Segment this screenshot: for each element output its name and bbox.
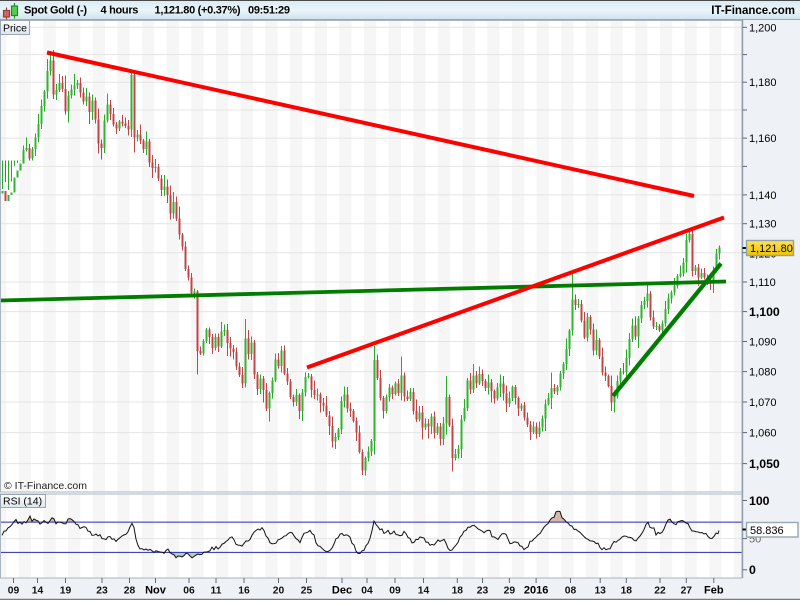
svg-text:19: 19	[60, 585, 72, 596]
svg-text:1,160: 1,160	[749, 133, 777, 145]
svg-text:09: 09	[389, 585, 401, 596]
svg-text:11: 11	[211, 585, 222, 596]
svg-text:20: 20	[273, 585, 285, 596]
svg-text:1,110: 1,110	[749, 277, 776, 289]
svg-text:IT-Finance.com: IT-Finance.com	[711, 5, 795, 17]
svg-text:0: 0	[749, 563, 756, 577]
svg-text:1,080: 1,080	[749, 367, 777, 379]
svg-text:Nov: Nov	[145, 585, 167, 597]
svg-text:1,100: 1,100	[749, 305, 780, 319]
svg-text:1,180: 1,180	[749, 77, 777, 89]
svg-text:22: 22	[654, 585, 666, 596]
svg-text:1,130: 1,130	[749, 219, 777, 231]
svg-text:1,060: 1,060	[749, 428, 777, 440]
svg-text:06: 06	[183, 585, 195, 596]
svg-text:14: 14	[418, 585, 430, 596]
svg-text:08: 08	[565, 585, 577, 596]
svg-text:23: 23	[477, 585, 489, 596]
svg-text:2016: 2016	[524, 585, 548, 597]
svg-text:Price: Price	[3, 23, 27, 35]
svg-text:23: 23	[96, 585, 108, 596]
svg-text:27: 27	[681, 585, 693, 596]
svg-text:Dec: Dec	[332, 585, 352, 597]
svg-text:09:51:29: 09:51:29	[248, 5, 290, 17]
svg-text:RSI (14): RSI (14)	[3, 496, 42, 508]
svg-text:16: 16	[238, 585, 250, 596]
svg-text:13: 13	[594, 585, 606, 596]
svg-text:29: 29	[504, 585, 516, 596]
svg-text:14: 14	[32, 585, 44, 596]
svg-text:4 hours: 4 hours	[101, 5, 139, 17]
svg-text:Feb: Feb	[704, 585, 724, 597]
svg-text:58.836: 58.836	[750, 525, 784, 537]
svg-text:1,050: 1,050	[749, 457, 780, 471]
svg-text:28: 28	[124, 585, 136, 596]
svg-text:1,070: 1,070	[749, 397, 777, 409]
svg-text:1,200: 1,200	[749, 22, 777, 34]
svg-text:Spot Gold (-): Spot Gold (-)	[24, 5, 87, 17]
svg-text:18: 18	[452, 585, 464, 596]
svg-text:© IT-Finance.com: © IT-Finance.com	[4, 480, 87, 492]
svg-text:25: 25	[301, 585, 313, 596]
svg-text:1,090: 1,090	[749, 337, 777, 349]
svg-text:1,140: 1,140	[749, 190, 777, 202]
svg-text:1,121.80 (+0.37%): 1,121.80 (+0.37%)	[155, 5, 241, 17]
svg-text:04: 04	[361, 585, 373, 596]
svg-text:1,121.80: 1,121.80	[750, 243, 793, 255]
svg-text:09: 09	[8, 585, 20, 596]
svg-text:100: 100	[749, 494, 770, 508]
svg-text:18: 18	[621, 585, 633, 596]
